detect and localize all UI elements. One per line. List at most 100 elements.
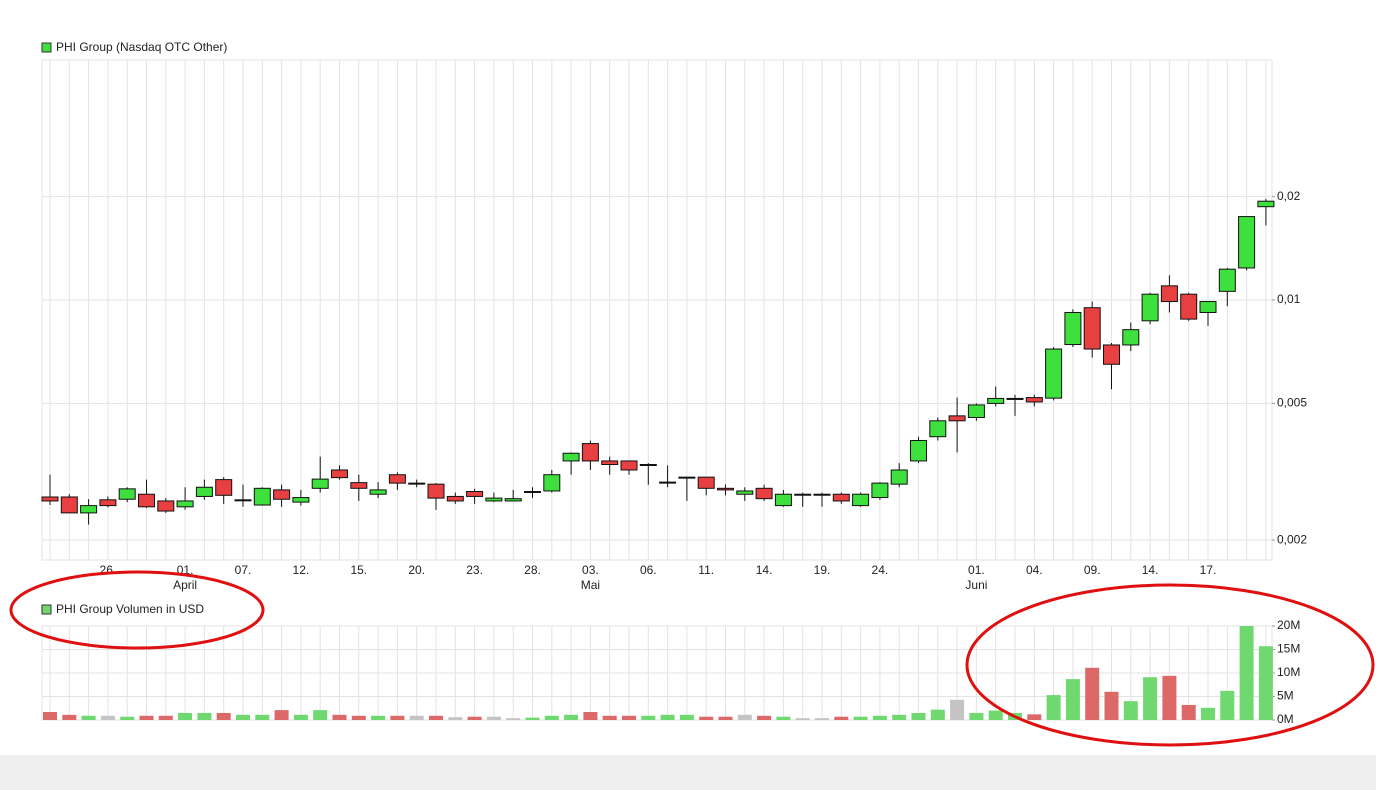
bar xyxy=(448,717,463,720)
candle-body xyxy=(678,476,696,479)
x-tick-label: 14. xyxy=(1142,563,1159,577)
y-tick-label: 0,02 xyxy=(1277,189,1301,203)
bar xyxy=(467,716,482,720)
candle-body xyxy=(157,500,175,512)
bar xyxy=(81,715,96,720)
candle-body xyxy=(466,491,484,497)
candle-body xyxy=(1218,268,1236,292)
y-tick-label: 10M xyxy=(1277,665,1300,679)
candle-body xyxy=(774,493,792,507)
x-tick-label: 01. xyxy=(968,563,985,577)
bar xyxy=(1027,714,1042,720)
candle-body xyxy=(427,483,445,499)
candle-body xyxy=(736,490,754,495)
bar xyxy=(1143,677,1158,720)
highlight-ellipse xyxy=(9,570,265,650)
bar xyxy=(216,712,231,720)
x-month-label: April xyxy=(173,578,197,592)
bar xyxy=(1201,707,1215,720)
x-tick-label: 26. xyxy=(100,563,117,577)
bar xyxy=(544,715,559,720)
x-tick-label: 14. xyxy=(756,563,773,577)
x-tick-label: 24. xyxy=(872,563,889,577)
candle-body xyxy=(543,474,561,492)
bar xyxy=(622,715,636,720)
bar xyxy=(313,710,328,720)
footer-bar xyxy=(0,755,1376,790)
candle-body xyxy=(350,482,368,489)
bar xyxy=(62,714,77,720)
bar xyxy=(853,716,868,720)
bar xyxy=(351,715,366,720)
bar xyxy=(486,716,501,720)
bar xyxy=(120,716,135,720)
candle-body xyxy=(948,415,966,422)
bar xyxy=(274,710,289,720)
bar xyxy=(1220,690,1235,720)
candle-body xyxy=(253,487,271,506)
candle-body xyxy=(1045,348,1063,399)
x-tick-label: 28. xyxy=(524,563,541,577)
candle-body xyxy=(41,496,59,502)
bar xyxy=(332,714,347,720)
bar xyxy=(699,716,714,720)
candle-body xyxy=(659,481,677,484)
candle-body xyxy=(1025,397,1043,403)
candle-body xyxy=(620,460,638,471)
candle-body xyxy=(871,482,889,499)
x-month-label: Juni xyxy=(965,578,987,592)
bar xyxy=(1065,679,1080,720)
candle-body xyxy=(717,487,734,491)
bar xyxy=(1104,691,1119,720)
bar xyxy=(1085,667,1100,720)
x-tick-label: 19. xyxy=(814,563,831,577)
bar xyxy=(602,715,617,720)
bar xyxy=(43,712,57,720)
bar xyxy=(988,710,1003,720)
candle-body xyxy=(852,493,870,507)
bar xyxy=(236,714,250,720)
bar xyxy=(718,716,733,720)
candle-body xyxy=(910,439,927,462)
candle-body xyxy=(292,497,310,503)
candle-body xyxy=(929,420,947,438)
bar xyxy=(1239,626,1254,720)
candle-body xyxy=(813,493,831,496)
candle-body xyxy=(446,495,464,502)
bar xyxy=(197,712,212,720)
candle-body xyxy=(234,499,252,502)
bar xyxy=(1258,646,1273,720)
bar xyxy=(950,699,965,720)
x-tick-label: 20. xyxy=(408,563,425,577)
panel-frame xyxy=(41,59,1273,561)
bar xyxy=(583,712,598,720)
bar xyxy=(834,716,849,720)
bar xyxy=(255,714,270,720)
candle-body xyxy=(1160,285,1178,303)
x-tick-label: 11. xyxy=(698,563,714,577)
y-tick-label: 15M xyxy=(1277,642,1300,656)
bar xyxy=(139,715,154,720)
legend-label: PHI Group Volumen in USD xyxy=(56,602,204,616)
candle-body xyxy=(369,489,387,495)
candle-body xyxy=(524,491,541,494)
candle-body xyxy=(794,493,812,496)
x-tick-label: 15. xyxy=(350,563,367,577)
candle-body xyxy=(562,452,580,462)
candle-body xyxy=(138,493,155,508)
candle-body xyxy=(1199,301,1217,313)
bar xyxy=(641,715,656,720)
x-tick-label: 23. xyxy=(466,563,483,577)
bar xyxy=(409,715,424,720)
candle-body xyxy=(639,463,657,466)
x-tick-label: 06. xyxy=(640,563,657,577)
candle-body xyxy=(1141,293,1159,322)
candle-body xyxy=(388,474,406,484)
candle-body xyxy=(99,499,117,507)
bar xyxy=(776,716,791,720)
candle-body xyxy=(755,487,773,500)
candle-body xyxy=(581,443,599,462)
candle-body xyxy=(601,460,619,465)
